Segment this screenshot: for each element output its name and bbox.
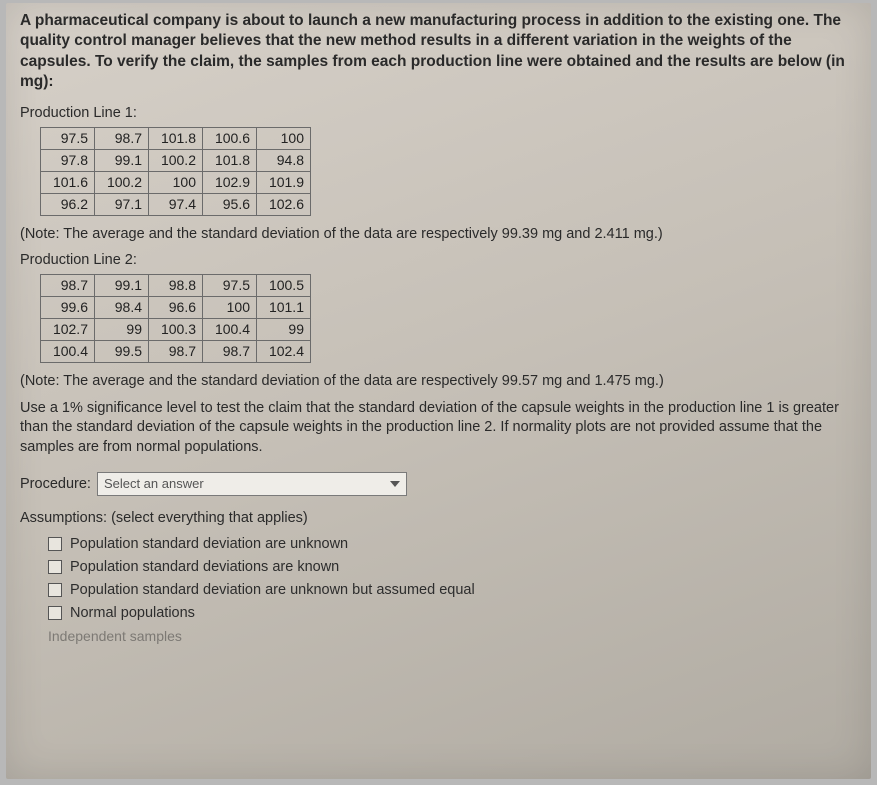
procedure-label: Procedure: xyxy=(20,476,91,492)
checkbox[interactable] xyxy=(48,583,62,597)
cell: 101.8 xyxy=(203,149,257,171)
checkbox[interactable] xyxy=(48,560,62,574)
cell: 98.7 xyxy=(41,274,95,296)
cell: 97.5 xyxy=(41,127,95,149)
cutoff-text: Independent samples xyxy=(48,628,857,644)
line1-note: (Note: The average and the standard devi… xyxy=(20,226,857,242)
table-row: 96.2 97.1 97.4 95.6 102.6 xyxy=(41,193,311,215)
cell: 98.7 xyxy=(149,340,203,362)
checkbox-label: Population standard deviation are unknow… xyxy=(70,582,475,598)
table-row: 99.6 98.4 96.6 100 101.1 xyxy=(41,296,311,318)
line1-label: Production Line 1: xyxy=(20,105,857,121)
procedure-select[interactable]: Select an answer xyxy=(97,472,407,496)
procedure-row: Procedure: Select an answer xyxy=(20,472,857,496)
table-row: 97.8 99.1 100.2 101.8 94.8 xyxy=(41,149,311,171)
cell: 97.4 xyxy=(149,193,203,215)
cell: 101.1 xyxy=(257,296,311,318)
cell: 102.6 xyxy=(257,193,311,215)
cell: 99 xyxy=(257,318,311,340)
cell: 100 xyxy=(257,127,311,149)
table-row: 101.6 100.2 100 102.9 101.9 xyxy=(41,171,311,193)
cell: 100.6 xyxy=(203,127,257,149)
cell: 95.6 xyxy=(203,193,257,215)
table-row: 97.5 98.7 101.8 100.6 100 xyxy=(41,127,311,149)
line2-label: Production Line 2: xyxy=(20,252,857,268)
cell: 101.8 xyxy=(149,127,203,149)
cell: 100 xyxy=(203,296,257,318)
table-row: 98.7 99.1 98.8 97.5 100.5 xyxy=(41,274,311,296)
assumptions-label: Assumptions: (select everything that app… xyxy=(20,510,857,526)
cell: 99.5 xyxy=(95,340,149,362)
checkbox-label: Normal populations xyxy=(70,605,195,621)
cell: 97.1 xyxy=(95,193,149,215)
intro-text: A pharmaceutical company is about to lau… xyxy=(20,11,857,93)
line1-table: 97.5 98.7 101.8 100.6 100 97.8 99.1 100.… xyxy=(40,127,311,216)
cell: 100 xyxy=(149,171,203,193)
cell: 100.4 xyxy=(41,340,95,362)
cell: 100.4 xyxy=(203,318,257,340)
list-item: Population standard deviation are unknow… xyxy=(48,536,857,552)
cell: 102.4 xyxy=(257,340,311,362)
cell: 101.6 xyxy=(41,171,95,193)
list-item: Population standard deviations are known xyxy=(48,559,857,575)
question-page: A pharmaceutical company is about to lau… xyxy=(6,3,871,779)
cell: 98.7 xyxy=(203,340,257,362)
cell: 99.1 xyxy=(95,274,149,296)
cell: 100.2 xyxy=(149,149,203,171)
cell: 100.2 xyxy=(95,171,149,193)
cell: 99.1 xyxy=(95,149,149,171)
checkbox-label: Population standard deviation are unknow… xyxy=(70,536,348,552)
chevron-down-icon xyxy=(390,481,400,487)
checkbox[interactable] xyxy=(48,537,62,551)
list-item: Population standard deviation are unknow… xyxy=(48,582,857,598)
assumptions-list: Population standard deviation are unknow… xyxy=(48,536,857,621)
line2-note: (Note: The average and the standard devi… xyxy=(20,373,857,389)
cell: 102.7 xyxy=(41,318,95,340)
cell: 99 xyxy=(95,318,149,340)
procedure-select-placeholder: Select an answer xyxy=(104,476,204,491)
table-row: 102.7 99 100.3 100.4 99 xyxy=(41,318,311,340)
cell: 100.5 xyxy=(257,274,311,296)
table-row: 100.4 99.5 98.7 98.7 102.4 xyxy=(41,340,311,362)
cell: 98.8 xyxy=(149,274,203,296)
checkbox-label: Population standard deviations are known xyxy=(70,559,339,575)
checkbox[interactable] xyxy=(48,606,62,620)
cell: 100.3 xyxy=(149,318,203,340)
cell: 94.8 xyxy=(257,149,311,171)
cell: 102.9 xyxy=(203,171,257,193)
cell: 98.4 xyxy=(95,296,149,318)
cell: 98.7 xyxy=(95,127,149,149)
cell: 101.9 xyxy=(257,171,311,193)
cell: 96.2 xyxy=(41,193,95,215)
cell: 96.6 xyxy=(149,296,203,318)
cell: 97.5 xyxy=(203,274,257,296)
test-instruction: Use a 1% significance level to test the … xyxy=(20,399,857,458)
line2-table: 98.7 99.1 98.8 97.5 100.5 99.6 98.4 96.6… xyxy=(40,274,311,363)
cell: 99.6 xyxy=(41,296,95,318)
cell: 97.8 xyxy=(41,149,95,171)
list-item: Normal populations xyxy=(48,605,857,621)
